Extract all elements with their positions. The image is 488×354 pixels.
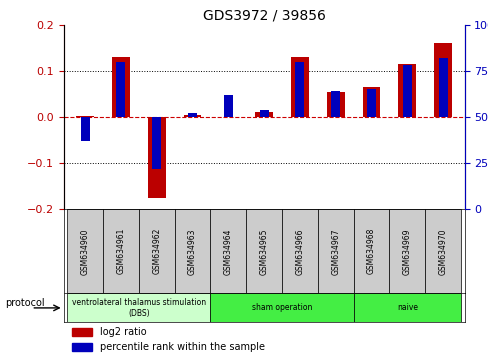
Bar	[152, 117, 161, 169]
Bar	[210, 209, 245, 293]
Bar	[433, 43, 451, 117]
Bar	[81, 117, 89, 141]
Text: GSM634963: GSM634963	[187, 228, 197, 275]
Bar	[174, 209, 210, 293]
Bar	[224, 95, 232, 117]
Bar	[116, 62, 125, 117]
Bar	[67, 209, 103, 293]
Text: GSM634966: GSM634966	[295, 228, 304, 275]
Bar	[424, 209, 460, 293]
Text: GSM634967: GSM634967	[330, 228, 340, 275]
Title: GDS3972 / 39856: GDS3972 / 39856	[202, 8, 325, 22]
Bar	[210, 293, 353, 322]
Bar	[255, 112, 272, 117]
Bar	[398, 64, 415, 117]
Text: GSM634960: GSM634960	[81, 228, 89, 275]
Text: GSM634962: GSM634962	[152, 228, 161, 274]
Bar	[103, 209, 139, 293]
Bar	[183, 115, 201, 117]
Bar	[282, 209, 317, 293]
Bar	[245, 209, 282, 293]
Bar	[259, 110, 268, 117]
Text: naive: naive	[396, 303, 417, 313]
Bar	[71, 343, 91, 351]
Bar	[290, 57, 308, 117]
Bar	[362, 87, 380, 117]
Text: GSM634961: GSM634961	[116, 228, 125, 274]
Bar	[317, 209, 353, 293]
Bar	[71, 328, 91, 336]
Bar	[326, 92, 344, 117]
Bar	[187, 113, 197, 117]
Text: percentile rank within the sample: percentile rank within the sample	[100, 342, 264, 352]
Bar	[76, 115, 94, 117]
Bar	[67, 293, 210, 322]
Text: sham operation: sham operation	[251, 303, 311, 313]
Bar	[330, 91, 340, 117]
Bar	[295, 62, 304, 117]
Bar	[388, 209, 424, 293]
Bar	[353, 293, 460, 322]
Bar	[366, 89, 375, 117]
Bar	[147, 117, 165, 198]
Text: ventrolateral thalamus stimulation
(DBS): ventrolateral thalamus stimulation (DBS)	[72, 298, 205, 318]
Bar	[112, 57, 129, 117]
Text: log2 ratio: log2 ratio	[100, 327, 146, 337]
Bar	[353, 209, 388, 293]
Bar	[402, 65, 411, 117]
Text: GSM634965: GSM634965	[259, 228, 268, 275]
Bar	[139, 209, 174, 293]
Bar	[438, 58, 447, 117]
Text: GSM634964: GSM634964	[224, 228, 232, 275]
Text: protocol: protocol	[5, 298, 44, 308]
Text: GSM634968: GSM634968	[366, 228, 375, 274]
Text: GSM634969: GSM634969	[402, 228, 411, 275]
Text: GSM634970: GSM634970	[438, 228, 447, 275]
